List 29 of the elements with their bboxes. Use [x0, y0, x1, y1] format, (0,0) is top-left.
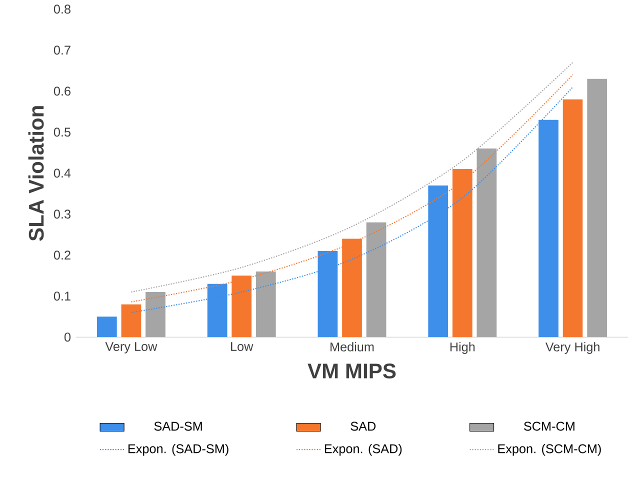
x-tick-label: Low	[231, 342, 254, 351]
y-axis-title: SLA Violation	[28, 106, 44, 241]
legend-label: Expon. (SCM-CM)	[498, 444, 601, 456]
bar	[366, 222, 386, 338]
y-tick-label: 0.6	[54, 86, 70, 96]
y-tick-label: 0.5	[54, 128, 71, 137]
bar	[146, 292, 166, 338]
legend-label: SAD	[350, 422, 376, 431]
legend-label: SAD-SM	[154, 422, 202, 431]
y-tick-label: 0.1	[54, 292, 70, 301]
y-tick-label: 0.4	[54, 168, 71, 178]
x-tick-label: Very High	[545, 342, 600, 354]
bar	[96, 316, 117, 338]
x-axis-title: VM MIPS	[308, 363, 396, 378]
legend-label: SCM-CM	[524, 422, 574, 431]
x-tick-label: Medium	[330, 342, 374, 352]
y-tick-label: 0.3	[54, 210, 70, 219]
legend-label: Expon. (SAD)	[324, 444, 402, 456]
y-tick-label: 0.7	[54, 46, 70, 55]
x-tick-label: High	[450, 342, 475, 354]
x-tick-label: Very Low	[105, 342, 158, 354]
legend-label: Expon. (SAD-SM)	[128, 444, 228, 456]
y-tick-label: 0.2	[54, 250, 70, 260]
bar	[121, 304, 142, 338]
bar	[562, 99, 583, 338]
bar	[587, 78, 608, 338]
y-tick-label: 0	[64, 332, 71, 342]
bar	[256, 271, 276, 338]
y-tick-label: 0.8	[54, 4, 70, 14]
